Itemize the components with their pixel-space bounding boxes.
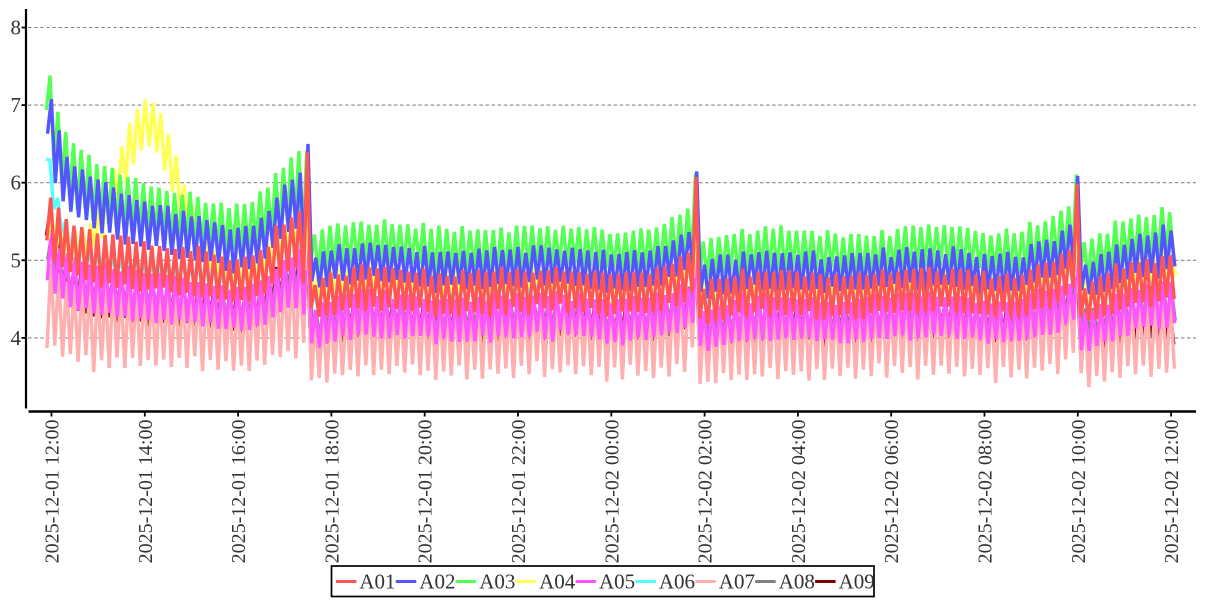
svg-text:2025-12-02 00:00: 2025-12-02 00:00 [601,420,623,564]
svg-text:2025-12-02 12:00: 2025-12-02 12:00 [1161,420,1183,564]
svg-text:A03: A03 [479,570,515,594]
svg-text:A08: A08 [779,570,815,594]
svg-text:A01: A01 [359,570,395,594]
svg-text:4: 4 [11,326,22,350]
svg-text:2025-12-02 08:00: 2025-12-02 08:00 [975,420,997,564]
svg-text:A09: A09 [839,570,875,594]
svg-text:2025-12-02 04:00: 2025-12-02 04:00 [788,420,810,564]
svg-text:2025-12-02 06:00: 2025-12-02 06:00 [881,420,903,564]
svg-text:2025-12-02 02:00: 2025-12-02 02:00 [695,420,717,564]
svg-text:A07: A07 [719,570,755,594]
svg-text:2025-12-02 10:00: 2025-12-02 10:00 [1068,420,1090,564]
svg-text:2025-12-01 12:00: 2025-12-01 12:00 [42,420,64,564]
svg-text:2025-12-01 14:00: 2025-12-01 14:00 [135,420,157,564]
svg-text:2025-12-01 20:00: 2025-12-01 20:00 [415,420,437,564]
svg-text:8: 8 [11,16,22,40]
svg-text:5: 5 [11,248,22,272]
svg-text:2025-12-01 22:00: 2025-12-01 22:00 [508,420,530,564]
svg-text:2025-12-01 18:00: 2025-12-01 18:00 [321,420,343,564]
svg-text:2025-12-01 16:00: 2025-12-01 16:00 [228,420,250,564]
svg-text:A05: A05 [599,570,635,594]
svg-text:A06: A06 [659,570,695,594]
svg-text:6: 6 [11,171,22,195]
svg-text:A02: A02 [419,570,455,594]
svg-text:7: 7 [11,93,22,117]
svg-text:A04: A04 [539,570,576,594]
